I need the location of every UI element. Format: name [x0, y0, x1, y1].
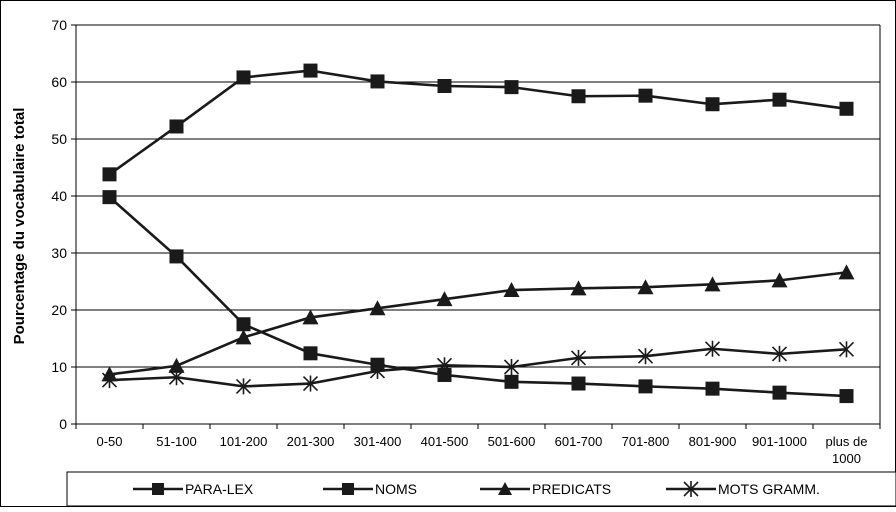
legend-item-mots-gramm: MOTS GRAMM. — [666, 481, 820, 497]
legend-label: PREDICATS — [532, 481, 611, 497]
y-tick-label: 30 — [51, 245, 67, 261]
data-point — [637, 348, 654, 365]
legend-label: PARA-LEX — [185, 481, 254, 497]
x-tick-label: 401-500 — [421, 434, 469, 449]
data-point — [235, 329, 252, 345]
x-tick-label: 601-700 — [555, 434, 603, 449]
data-point — [102, 190, 117, 205]
data-point — [838, 264, 855, 280]
y-tick-label: 70 — [51, 17, 67, 33]
data-point — [437, 78, 452, 93]
data-point — [169, 249, 184, 264]
x-tick-label: 801-900 — [689, 434, 737, 449]
y-tick-label: 20 — [51, 302, 67, 318]
data-point — [369, 362, 386, 379]
data-point — [436, 357, 453, 374]
y-tick-label: 0 — [59, 416, 67, 432]
data-point — [705, 97, 720, 112]
data-point — [369, 300, 386, 316]
data-point — [838, 341, 855, 358]
series-mots-gramm — [101, 340, 855, 395]
data-point — [839, 101, 854, 116]
y-tick-label: 50 — [51, 131, 67, 147]
legend-label: MOTS GRAMM. — [718, 481, 820, 497]
legend-marker — [683, 481, 699, 497]
data-point — [504, 80, 519, 95]
x-tick-label: 51-100 — [156, 434, 196, 449]
data-point — [168, 357, 185, 373]
legend-marker — [342, 483, 354, 495]
y-axis-title: Pourcentage du vocabulaire total — [11, 108, 28, 345]
data-point — [638, 379, 653, 394]
data-point — [704, 276, 721, 292]
data-point — [236, 70, 251, 85]
data-point — [101, 372, 118, 389]
data-point — [772, 385, 787, 400]
x-tick-label: 201-300 — [287, 434, 335, 449]
series-line — [108, 196, 847, 398]
data-point — [503, 282, 520, 298]
series-noms — [102, 190, 854, 404]
series-line — [109, 271, 847, 376]
data-point — [235, 378, 252, 395]
data-point — [168, 369, 185, 386]
data-point — [571, 376, 586, 391]
data-point — [303, 346, 318, 361]
data-point — [772, 92, 787, 107]
legend-item-predicats: PREDICATS — [480, 481, 611, 497]
x-tick-label: 901-1000 — [752, 434, 807, 449]
data-point — [303, 63, 318, 78]
legend-marker — [498, 482, 512, 495]
x-tick-label: 101-200 — [220, 434, 268, 449]
x-tick-label: plus de 1000 — [826, 434, 868, 466]
data-point — [771, 272, 788, 288]
legend-marker — [152, 483, 164, 495]
data-point — [302, 309, 319, 325]
data-point — [571, 89, 586, 104]
y-tick-label: 60 — [51, 74, 67, 90]
y-tick-label: 40 — [51, 188, 67, 204]
data-point — [169, 119, 184, 134]
data-point — [704, 340, 721, 357]
data-point — [370, 74, 385, 89]
data-point — [771, 345, 788, 362]
data-point — [570, 349, 587, 366]
x-tick-label: 501-600 — [488, 434, 536, 449]
series-predicats — [101, 264, 855, 382]
data-point — [102, 167, 117, 182]
data-point — [705, 381, 720, 396]
legend-item-noms: NOMS — [323, 481, 417, 497]
data-point — [437, 367, 452, 382]
legend-label: NOMS — [375, 481, 417, 497]
data-point — [503, 359, 520, 375]
data-point — [638, 88, 653, 103]
data-point — [839, 389, 854, 404]
data-point — [637, 279, 654, 295]
x-tick-label: 301-400 — [354, 434, 402, 449]
legend-item-para-lex: PARA-LEX — [133, 481, 254, 497]
data-point — [236, 317, 251, 332]
x-tick-label: 0-50 — [96, 434, 122, 449]
y-tick-label: 10 — [51, 359, 67, 375]
data-point — [504, 374, 519, 389]
x-tick-label: 701-800 — [622, 434, 670, 449]
series-line — [109, 347, 847, 388]
data-point — [436, 291, 453, 307]
data-point — [302, 375, 319, 392]
data-point — [570, 280, 587, 296]
series-para-lex — [102, 63, 854, 182]
series-line — [108, 69, 847, 176]
